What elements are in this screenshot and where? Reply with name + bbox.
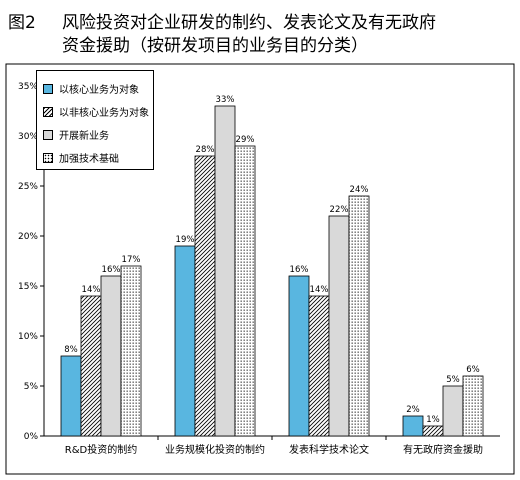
legend-label: 加强技术基础 bbox=[59, 154, 119, 165]
legend-item: 以非核心业务为对象 bbox=[43, 100, 153, 123]
y-tick-label: 25% bbox=[18, 182, 38, 192]
legend-swatch bbox=[43, 152, 53, 163]
bar bbox=[60, 355, 82, 437]
legend-label: 以核心业务为对象 bbox=[59, 85, 139, 96]
bar bbox=[308, 295, 330, 437]
bar bbox=[328, 215, 350, 437]
figure-number: 图2 bbox=[8, 13, 36, 33]
category-label: 业务规模化投资的制约 bbox=[165, 443, 265, 456]
legend: 以核心业务为对象 以非核心业务为对象 开展新业务 加强技术基础 bbox=[36, 70, 154, 170]
data-label: 16% bbox=[290, 265, 309, 275]
data-label: 14% bbox=[310, 285, 329, 295]
figure-caption: 图2 风险投资对企业研发的制约、发表论文及有无政府 资金援助（按研发项目的业务目… bbox=[0, 0, 520, 62]
y-tick-label: 35% bbox=[18, 82, 38, 92]
bar bbox=[348, 195, 370, 437]
data-label: 8% bbox=[64, 345, 78, 355]
data-label: 19% bbox=[176, 235, 195, 245]
y-tick-label: 20% bbox=[18, 232, 38, 242]
bar bbox=[120, 265, 142, 437]
data-label: 28% bbox=[196, 145, 215, 155]
legend-swatch bbox=[43, 106, 53, 117]
legend-swatch bbox=[43, 83, 53, 94]
category-label: R&D投资的制约 bbox=[65, 443, 137, 456]
data-label: 6% bbox=[466, 365, 480, 375]
category-label: 有无政府资金援助 bbox=[403, 443, 483, 456]
bar bbox=[194, 155, 216, 437]
legend-item: 开展新业务 bbox=[43, 123, 153, 146]
legend-item: 以核心业务为对象 bbox=[43, 77, 153, 100]
data-label: 14% bbox=[82, 285, 101, 295]
y-tick-label: 15% bbox=[18, 282, 38, 292]
y-tick-label: 0% bbox=[24, 432, 39, 442]
data-label: 33% bbox=[216, 95, 235, 105]
bar bbox=[442, 385, 464, 437]
y-tick-label: 5% bbox=[24, 382, 39, 392]
legend-swatch bbox=[43, 129, 53, 140]
chart-frame bbox=[5, 63, 515, 475]
legend-label: 以非核心业务为对象 bbox=[59, 108, 149, 119]
data-label: 22% bbox=[330, 205, 349, 215]
bar bbox=[462, 375, 484, 437]
y-tick-label: 30% bbox=[18, 132, 38, 142]
data-label: 24% bbox=[350, 185, 369, 195]
bar bbox=[214, 105, 236, 437]
data-label: 29% bbox=[236, 135, 255, 145]
legend-item: 加强技术基础 bbox=[43, 146, 153, 169]
bar bbox=[174, 245, 196, 437]
data-label: 16% bbox=[102, 265, 121, 275]
category-label: 发表科学技术论文 bbox=[289, 443, 369, 456]
bar bbox=[402, 415, 424, 437]
figure-title-line2: 资金援助（按研发项目的业务目的分类） bbox=[62, 36, 368, 56]
data-label: 5% bbox=[446, 375, 460, 385]
bar bbox=[288, 275, 310, 437]
data-label: 2% bbox=[406, 405, 420, 415]
bar bbox=[234, 145, 256, 437]
data-label: 1% bbox=[426, 415, 440, 425]
y-tick-label: 10% bbox=[18, 332, 38, 342]
bar bbox=[100, 275, 122, 437]
data-label: 17% bbox=[122, 255, 141, 265]
figure-title-line1: 风险投资对企业研发的制约、发表论文及有无政府 bbox=[62, 13, 436, 33]
legend-label: 开展新业务 bbox=[59, 131, 109, 142]
bar bbox=[80, 295, 102, 437]
bar bbox=[422, 425, 444, 437]
